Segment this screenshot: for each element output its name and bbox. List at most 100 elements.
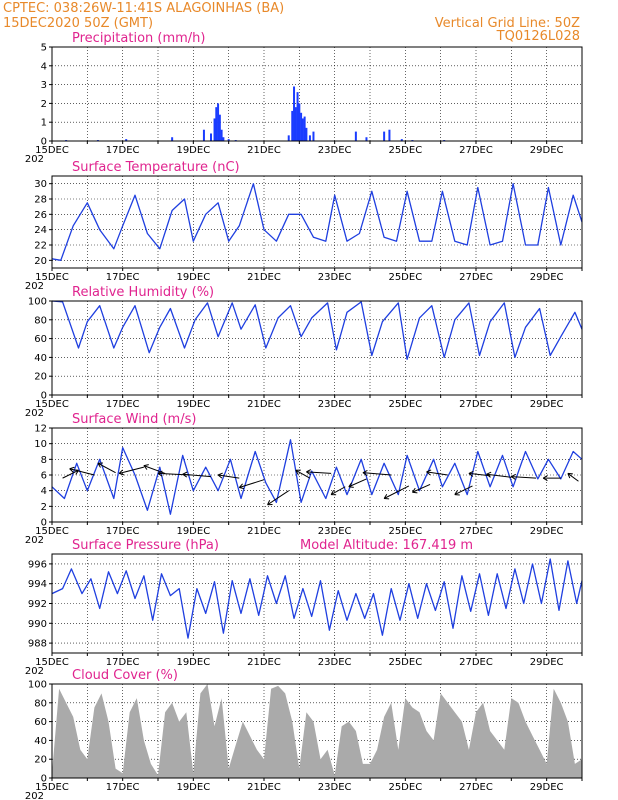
wind-vector bbox=[119, 466, 144, 474]
cloud-xtick-label: 19DEC bbox=[176, 782, 210, 793]
wind-vector bbox=[362, 472, 392, 476]
header-grid-line: Vertical Grid Line: 50Z bbox=[435, 16, 580, 31]
wind-arrowhead bbox=[267, 500, 273, 506]
temperature-series-line bbox=[51, 183, 583, 261]
precipitation-bar bbox=[300, 112, 303, 141]
temperature-xtick-label: 23DEC bbox=[318, 272, 352, 283]
humidity-xtick-label: 27DEC bbox=[459, 399, 493, 410]
wind-arrowhead bbox=[157, 470, 163, 477]
wind-xtick-label: 23DEC bbox=[318, 526, 352, 537]
pressure-xtick-label: 29DEC bbox=[530, 657, 564, 668]
temperature-xtick-label: 15DEC bbox=[35, 272, 69, 283]
wind-vector bbox=[267, 490, 290, 506]
temperature-xtick-label: 21DEC bbox=[247, 272, 281, 283]
pressure-title: Surface Pressure (hPa) bbox=[72, 538, 219, 553]
precipitation-bar bbox=[218, 114, 221, 141]
precipitation-xtick-label: 15DEC bbox=[35, 145, 69, 156]
precipitation-bar bbox=[303, 116, 306, 141]
precipitation-xtick-label: 27DEC bbox=[459, 145, 493, 156]
wind-ytick-label: 6 bbox=[41, 471, 47, 482]
wind-ytick-label: 0 bbox=[41, 518, 47, 529]
cloud-ytick-label: 60 bbox=[34, 717, 47, 728]
wind-arrowhead bbox=[511, 473, 517, 480]
wind-vector bbox=[295, 469, 311, 479]
temperature-ytick-label: 26 bbox=[34, 210, 47, 221]
precipitation-ytick-label: 0 bbox=[41, 137, 47, 148]
humidity-ytick-label: 20 bbox=[34, 372, 47, 383]
cloud-frame bbox=[51, 683, 583, 779]
header-model-code: TQ0126L028 bbox=[496, 29, 580, 44]
wind-arrowhead bbox=[330, 490, 337, 496]
wind-ytick-label: 12 bbox=[34, 424, 47, 435]
temperature-frame bbox=[51, 175, 583, 269]
humidity-panel bbox=[49, 300, 583, 398]
wind-xtick-label: 25DEC bbox=[388, 526, 422, 537]
wind-vector bbox=[567, 473, 579, 482]
wind-arrowhead bbox=[542, 475, 548, 482]
humidity-ytick-label: 80 bbox=[34, 315, 47, 326]
precipitation-bar bbox=[291, 110, 294, 141]
humidity-year-label: 202 bbox=[25, 408, 44, 419]
wind-vector bbox=[97, 462, 116, 474]
cloud-ytick-label: 100 bbox=[28, 680, 47, 691]
wind-arrowhead bbox=[348, 482, 354, 488]
wind-arrowhead bbox=[411, 487, 418, 494]
precipitation-bar bbox=[213, 118, 216, 141]
wind-vector bbox=[306, 471, 332, 474]
wind-xtick-label: 19DEC bbox=[176, 526, 210, 537]
wind-vector bbox=[348, 478, 367, 488]
wind-arrowhead bbox=[118, 469, 125, 476]
precipitation-ytick-label: 5 bbox=[41, 43, 47, 54]
precipitation-ytick-label: 4 bbox=[41, 61, 47, 72]
wind-arrowhead bbox=[217, 472, 223, 479]
temperature-xtick-label: 25DEC bbox=[388, 272, 422, 283]
cloud-xtick-label: 21DEC bbox=[247, 782, 281, 793]
humidity-series-line bbox=[51, 300, 583, 360]
humidity-xtick-label: 25DEC bbox=[388, 399, 422, 410]
cloud-xtick-label: 15DEC bbox=[35, 782, 69, 793]
temperature-title: Surface Temperature (nC) bbox=[72, 160, 240, 175]
pressure-ytick-label: 996 bbox=[28, 559, 47, 570]
pressure-xtick-label: 25DEC bbox=[388, 657, 422, 668]
precipitation-bar bbox=[171, 137, 174, 141]
precipitation-bar bbox=[354, 131, 357, 141]
cloud-year-label: 202 bbox=[25, 791, 44, 800]
temperature-ytick-label: 28 bbox=[34, 195, 47, 206]
precipitation-bar bbox=[312, 131, 315, 141]
wind-xtick-label: 27DEC bbox=[459, 526, 493, 537]
humidity-ytick-label: 100 bbox=[28, 297, 47, 308]
temperature-xtick-label: 29DEC bbox=[530, 272, 564, 283]
wind-xtick-label: 29DEC bbox=[530, 526, 564, 537]
precipitation-title: Precipitation (mm/h) bbox=[72, 31, 205, 46]
cloud-panel bbox=[49, 683, 583, 781]
wind-vector bbox=[217, 474, 240, 479]
pressure-ytick-label: 990 bbox=[28, 619, 47, 630]
wind-vector bbox=[426, 471, 448, 476]
wind-arrowhead bbox=[486, 471, 492, 478]
precipitation-bar bbox=[287, 135, 290, 141]
precipitation-bar bbox=[202, 129, 205, 141]
precipitation-xtick-label: 29DEC bbox=[530, 145, 564, 156]
wind-vector bbox=[330, 486, 346, 496]
temperature-ytick-label: 24 bbox=[34, 225, 47, 236]
cloud-xtick-label: 27DEC bbox=[459, 782, 493, 793]
wind-arrowhead bbox=[567, 472, 573, 479]
wind-arrowhead bbox=[426, 469, 432, 476]
wind-title: Surface Wind (m/s) bbox=[72, 412, 196, 427]
precipitation-xtick-label: 19DEC bbox=[176, 145, 210, 156]
temperature-xtick-label: 17DEC bbox=[106, 272, 140, 283]
cloud-xtick-label: 25DEC bbox=[388, 782, 422, 793]
temperature-year-label: 202 bbox=[25, 281, 44, 292]
precipitation-bar bbox=[125, 139, 128, 141]
temperature-xtick-label: 27DEC bbox=[459, 272, 493, 283]
wind-arrowhead bbox=[383, 493, 390, 500]
cloud-ytick-label: 20 bbox=[34, 755, 47, 766]
precipitation-bar bbox=[400, 139, 403, 141]
wind-vector bbox=[182, 473, 212, 478]
humidity-ytick-label: 0 bbox=[41, 391, 47, 402]
precipitation-bar bbox=[217, 103, 220, 141]
pressure-xtick-label: 21DEC bbox=[247, 657, 281, 668]
precipitation-ytick-label: 1 bbox=[41, 118, 47, 129]
wind-arrowhead bbox=[97, 462, 103, 468]
